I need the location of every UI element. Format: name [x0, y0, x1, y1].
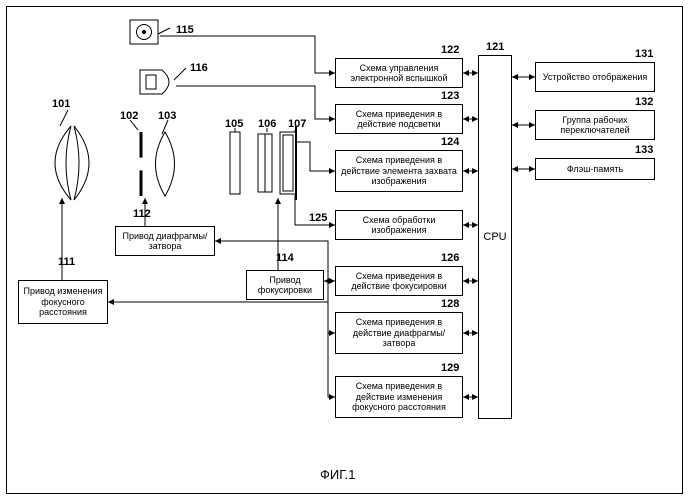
figure-caption: ФИГ.1 — [320, 467, 356, 482]
num-b122: 122 — [441, 44, 459, 56]
block-b132: Группа рабочих переключателей — [535, 110, 655, 140]
block-b131: Устройство отображения — [535, 62, 655, 92]
optlabel-l116: 116 — [190, 62, 208, 74]
block-b128: Схема приведения в действие диафрагмы/ з… — [335, 312, 463, 354]
num-b133: 133 — [635, 144, 653, 156]
block-b123: Схема приведения в действие подсветки — [335, 104, 463, 134]
num-b114: 114 — [276, 252, 294, 264]
block-b129: Схема приведения в действие изменения фо… — [335, 376, 463, 418]
optlabel-l107: 107 — [288, 118, 306, 130]
num-b124: 124 — [441, 136, 459, 148]
num-b111: 111 — [58, 256, 75, 268]
block-b114: Привод фокусировки — [246, 270, 324, 300]
optlabel-l105: 105 — [225, 118, 243, 130]
num-b121: 121 — [486, 41, 504, 53]
block-b112: Привод диафрагмы/затвора — [115, 226, 215, 256]
optlabel-l103: 103 — [158, 110, 176, 122]
block-b125: Схема обработки изображения — [335, 210, 463, 240]
page: Привод изменения фокусного расстояния 111… — [0, 0, 689, 500]
num-b123: 123 — [441, 90, 459, 102]
num-b112: 112 — [133, 208, 151, 220]
block-b126: Схема приведения в действие фокусировки — [335, 266, 463, 296]
block-b122: Схема управления электронной вспышкой — [335, 58, 463, 88]
num-b128: 128 — [441, 298, 459, 310]
block-b133: Флэш-память — [535, 158, 655, 180]
num-b132: 132 — [635, 96, 653, 108]
optlabel-l115: 115 — [176, 24, 194, 36]
num-b131: 131 — [635, 48, 653, 60]
block-b121: CPU — [478, 55, 512, 419]
num-b125: 125 — [309, 212, 327, 224]
num-b129: 129 — [441, 362, 459, 374]
optlabel-l106: 106 — [258, 118, 276, 130]
optlabel-l101: 101 — [52, 98, 70, 110]
optlabel-l102: 102 — [120, 110, 138, 122]
block-b111: Привод изменения фокусного расстояния — [18, 280, 108, 324]
num-b126: 126 — [441, 252, 459, 264]
block-b124: Схема приведения в действие элемента зах… — [335, 150, 463, 192]
